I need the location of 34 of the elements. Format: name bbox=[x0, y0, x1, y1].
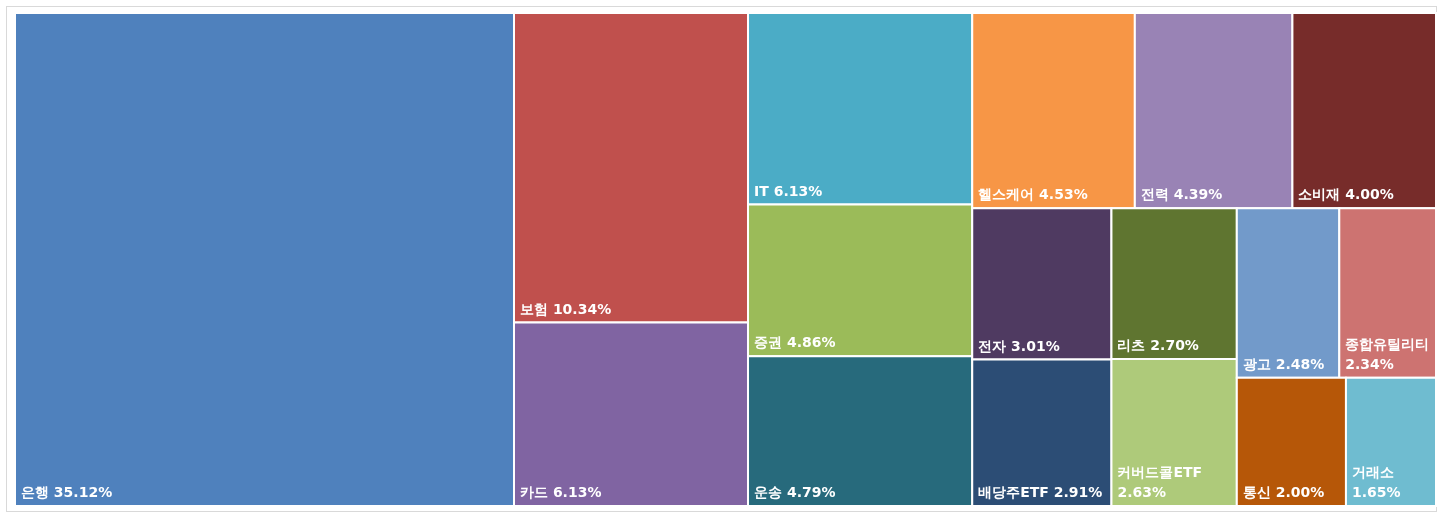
data-label: 35.12% bbox=[53, 484, 113, 500]
data-label: 4.53% bbox=[1039, 186, 1088, 203]
data-label: 2.63% bbox=[1117, 484, 1167, 500]
data-label: 4.39% bbox=[1173, 186, 1223, 203]
data-label: 2.48% bbox=[1275, 355, 1325, 372]
data-label: 2.91% bbox=[1053, 484, 1103, 500]
category-label: 은행 bbox=[21, 484, 49, 500]
category-label: 광고 bbox=[1242, 355, 1271, 372]
category-label: 카드 bbox=[520, 484, 549, 500]
category-label: IT bbox=[754, 182, 770, 199]
data-label: 4.79% bbox=[786, 484, 836, 500]
data-label: 3.01% bbox=[1011, 337, 1060, 354]
category-label: 소비재 bbox=[1298, 186, 1341, 203]
data-label: 4.00% bbox=[1345, 186, 1394, 203]
data-label: 4.86% bbox=[786, 334, 836, 351]
category-label: 증권 bbox=[754, 334, 783, 351]
data-label: 1.65% bbox=[1351, 484, 1401, 500]
data-label: 2.00% bbox=[1275, 484, 1325, 500]
category-label: 통신 bbox=[1242, 484, 1271, 500]
category-label: 전력 bbox=[1140, 186, 1169, 203]
category-label: 리츠 bbox=[1117, 337, 1146, 354]
category-label: 커버드콜ETF bbox=[1117, 464, 1203, 480]
data-label: 2.70% bbox=[1150, 337, 1199, 354]
data-label: 6.13% bbox=[773, 182, 823, 199]
category-label: 종합유틸리티 bbox=[1345, 335, 1430, 352]
data-label: 6.13% bbox=[552, 484, 602, 500]
category-label: 헬스케어 bbox=[978, 186, 1035, 203]
category-label: 운송 bbox=[754, 484, 783, 500]
category-label: 배당주ETF bbox=[978, 484, 1049, 500]
category-label: 거래소 bbox=[1351, 464, 1394, 480]
category-label: 전자 bbox=[978, 337, 1007, 354]
data-label: 10.34% bbox=[552, 300, 612, 317]
data-label: 2.34% bbox=[1345, 355, 1394, 372]
category-label: 보험 bbox=[520, 300, 549, 317]
